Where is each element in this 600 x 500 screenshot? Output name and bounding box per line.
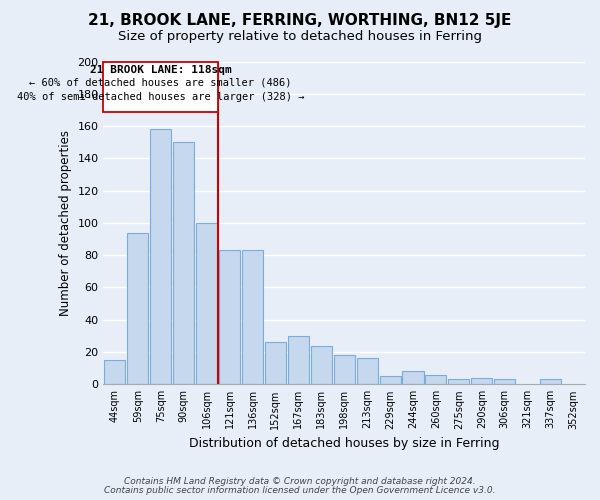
Bar: [471, 378, 493, 384]
Text: 40% of semi-detached houses are larger (328) →: 40% of semi-detached houses are larger (…: [17, 92, 304, 102]
Bar: [403, 372, 424, 384]
Bar: [334, 356, 355, 384]
Y-axis label: Number of detached properties: Number of detached properties: [59, 130, 72, 316]
Bar: [265, 342, 286, 384]
Text: 21, BROOK LANE, FERRING, WORTHING, BN12 5JE: 21, BROOK LANE, FERRING, WORTHING, BN12 …: [88, 12, 512, 28]
Bar: [219, 250, 240, 384]
FancyBboxPatch shape: [103, 62, 218, 112]
Text: 21 BROOK LANE: 118sqm: 21 BROOK LANE: 118sqm: [90, 64, 232, 74]
Bar: [448, 380, 469, 384]
Bar: [127, 232, 148, 384]
Bar: [494, 380, 515, 384]
Bar: [425, 374, 446, 384]
Bar: [380, 376, 401, 384]
Text: ← 60% of detached houses are smaller (486): ← 60% of detached houses are smaller (48…: [29, 78, 292, 88]
X-axis label: Distribution of detached houses by size in Ferring: Distribution of detached houses by size …: [189, 437, 499, 450]
Bar: [288, 336, 309, 384]
Bar: [104, 360, 125, 384]
Text: Contains public sector information licensed under the Open Government Licence v3: Contains public sector information licen…: [104, 486, 496, 495]
Bar: [356, 358, 377, 384]
Bar: [540, 380, 561, 384]
Text: Contains HM Land Registry data © Crown copyright and database right 2024.: Contains HM Land Registry data © Crown c…: [124, 477, 476, 486]
Bar: [311, 346, 332, 385]
Bar: [242, 250, 263, 384]
Bar: [150, 130, 171, 384]
Bar: [173, 142, 194, 384]
Text: Size of property relative to detached houses in Ferring: Size of property relative to detached ho…: [118, 30, 482, 43]
Bar: [196, 223, 217, 384]
